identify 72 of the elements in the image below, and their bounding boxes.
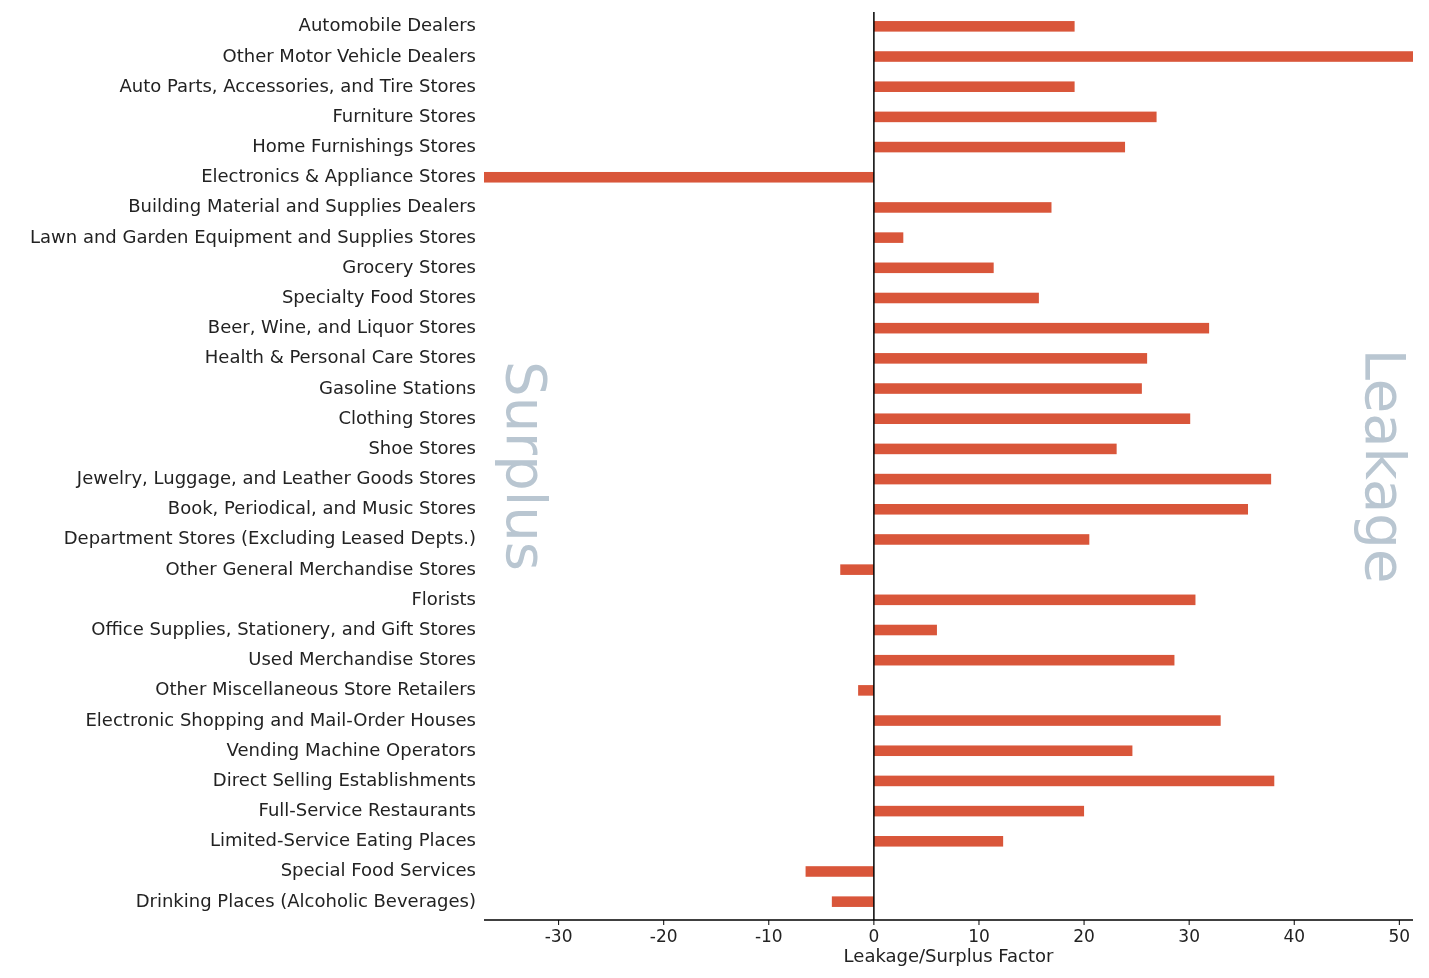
annotation: Surplus (493, 361, 559, 571)
bar (873, 594, 1196, 606)
bar (873, 232, 904, 243)
y-tick-label: Limited-Service Eating Places (209, 829, 476, 851)
bar (873, 715, 1221, 726)
bar (873, 81, 1075, 92)
y-tick-label: Department Stores (Excluding Leased Depts.) (63, 527, 476, 549)
y-tick-label: Vending Machine Operators (226, 738, 476, 760)
bar (873, 413, 1191, 425)
bar (484, 171, 874, 183)
x-tick-label: -20 (649, 926, 678, 946)
y-tick-label: Building Material and Supplies Dealers (128, 195, 476, 217)
bar (873, 292, 1039, 304)
bar (873, 836, 1004, 847)
bar (873, 775, 1275, 787)
y-tick-label: Home Furnishings Stores (252, 135, 476, 157)
x-tick-label: 30 (1178, 926, 1200, 946)
bar (858, 685, 874, 696)
bar (873, 111, 1157, 123)
y-tick-label: Specialty Food Stores (281, 285, 476, 307)
bar (873, 443, 1117, 455)
y-tick-label: Special Food Services (280, 859, 476, 881)
bar (873, 202, 1052, 213)
y-tick-label: Full-Service Restaurants (258, 799, 476, 821)
y-tick-label: Lawn and Garden Equipment and Supplies Stores (29, 225, 476, 247)
bar (873, 322, 1210, 334)
x-tick-label: 20 (1073, 926, 1095, 946)
y-tick-label: Drinking Places (Alcoholic Beverages) (135, 889, 476, 911)
bar (873, 624, 937, 636)
y-tick-label: Office Supplies, Stationery, and Gift Stores (91, 618, 476, 640)
y-tick-label: Used Merchandise Stores (248, 648, 476, 670)
y-tick-label: Auto Parts, Accessories, and Tire Stores (119, 74, 476, 96)
y-tick-label: Other Miscellaneous Store Retailers (155, 678, 476, 700)
x-tick-label: -10 (754, 926, 783, 946)
bar (873, 654, 1175, 666)
bar (873, 503, 1249, 515)
y-tick-label: Automobile Dealers (298, 14, 476, 36)
annotation: Leakage (1352, 348, 1418, 584)
y-tick-label: Clothing Stores (338, 406, 476, 428)
y-tick-label: Book, Periodical, and Music Stores (167, 497, 476, 519)
bar (831, 896, 874, 907)
y-tick-label: Direct Selling Establishments (212, 768, 476, 790)
bar (873, 141, 1126, 153)
bar (873, 534, 1090, 545)
bar (873, 353, 1148, 364)
y-tick-label: Health & Personal Care Stores (204, 346, 476, 368)
bar (873, 262, 994, 274)
y-tick-label: Jewelry, Luggage, and Leather Goods Stores (75, 467, 476, 489)
y-tick-label: Beer, Wine, and Liquor Stores (207, 316, 476, 338)
x-tick-label: 10 (968, 926, 990, 946)
y-tick-label: Furniture Stores (332, 104, 476, 126)
y-tick-label: Gasoline Stations (319, 376, 476, 398)
bar (873, 21, 1075, 32)
x-tick-label: -30 (544, 926, 573, 946)
y-tick-label: Other Motor Vehicle Dealers (222, 44, 476, 66)
bar (873, 383, 1142, 394)
bar (873, 473, 1272, 485)
y-tick-label: Florists (411, 587, 476, 609)
bar (840, 564, 874, 575)
y-tick-label: Electronic Shopping and Mail-Order Houses (85, 708, 476, 730)
x-tick-label: 50 (1388, 926, 1411, 946)
y-tick-label: Other General Merchandise Stores (165, 557, 476, 579)
y-tick-label: Electronics & Appliance Stores (201, 165, 476, 187)
bar (873, 51, 1413, 62)
bar (873, 745, 1133, 757)
bar (873, 805, 1085, 817)
x-axis-title: Leakage/Surplus Factor (843, 945, 1054, 966)
x-tick-label: 40 (1283, 926, 1306, 946)
x-tick-label: 0 (868, 926, 880, 946)
bar (805, 866, 874, 877)
y-tick-label: Grocery Stores (342, 255, 476, 277)
y-tick-label: Shoe Stores (368, 436, 476, 458)
